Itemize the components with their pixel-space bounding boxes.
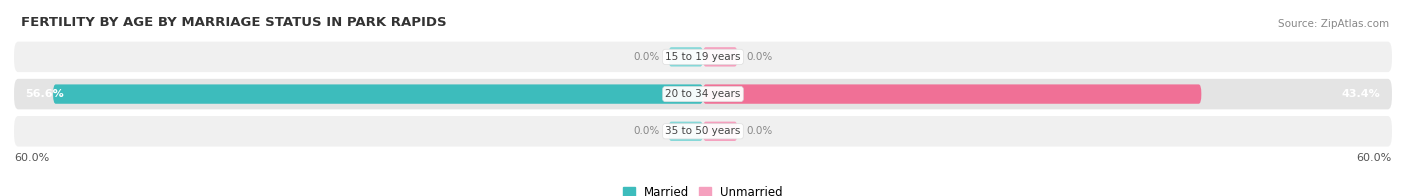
Text: 60.0%: 60.0% <box>1357 153 1392 163</box>
FancyBboxPatch shape <box>14 42 1392 72</box>
Text: 15 to 19 years: 15 to 19 years <box>665 52 741 62</box>
Text: 20 to 34 years: 20 to 34 years <box>665 89 741 99</box>
Text: 0.0%: 0.0% <box>747 52 773 62</box>
Text: 43.4%: 43.4% <box>1341 89 1381 99</box>
Text: 0.0%: 0.0% <box>633 126 659 136</box>
FancyBboxPatch shape <box>14 79 1392 109</box>
Text: 60.0%: 60.0% <box>14 153 49 163</box>
FancyBboxPatch shape <box>703 47 738 66</box>
FancyBboxPatch shape <box>14 116 1392 147</box>
Text: Source: ZipAtlas.com: Source: ZipAtlas.com <box>1278 19 1389 29</box>
FancyBboxPatch shape <box>669 47 703 66</box>
FancyBboxPatch shape <box>703 122 738 141</box>
Text: 0.0%: 0.0% <box>633 52 659 62</box>
FancyBboxPatch shape <box>703 84 1201 104</box>
Text: 35 to 50 years: 35 to 50 years <box>665 126 741 136</box>
Text: FERTILITY BY AGE BY MARRIAGE STATUS IN PARK RAPIDS: FERTILITY BY AGE BY MARRIAGE STATUS IN P… <box>21 16 447 29</box>
FancyBboxPatch shape <box>669 122 703 141</box>
FancyBboxPatch shape <box>53 84 703 104</box>
Text: 56.6%: 56.6% <box>25 89 65 99</box>
Text: 0.0%: 0.0% <box>747 126 773 136</box>
Legend: Married, Unmarried: Married, Unmarried <box>619 181 787 196</box>
